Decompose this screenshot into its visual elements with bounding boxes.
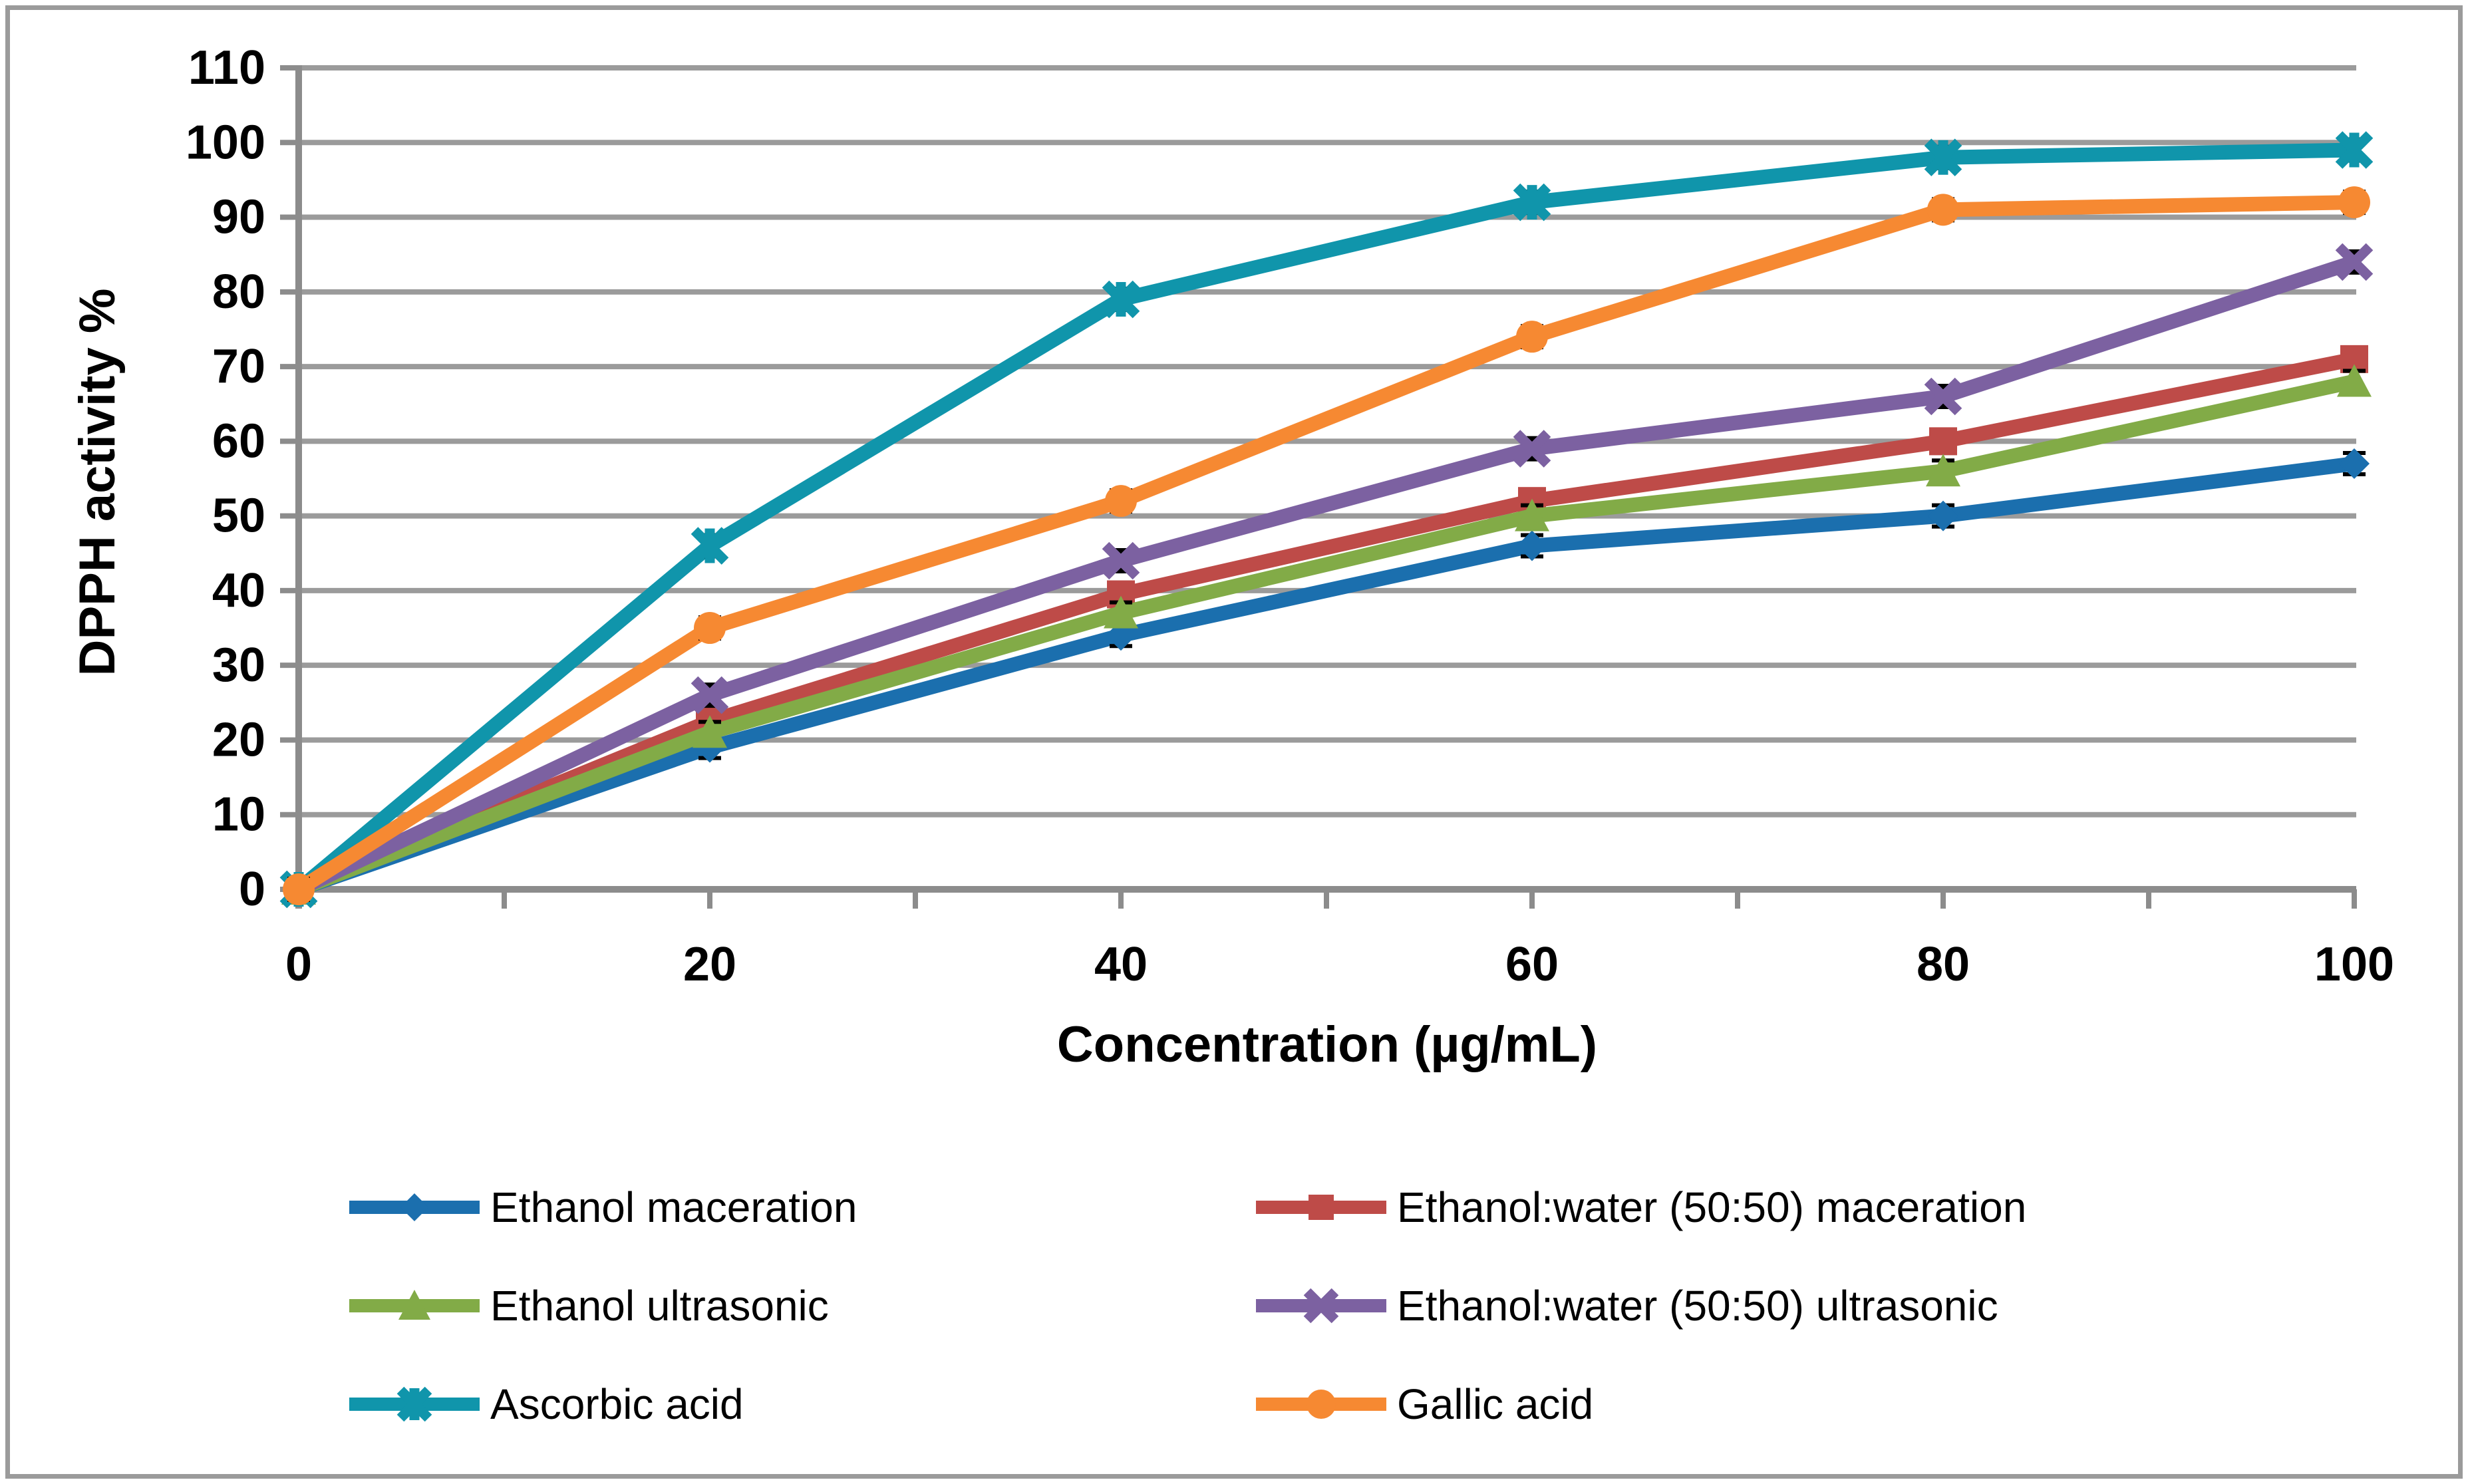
series-line-ethanol-maceration bbox=[296, 456, 2356, 897]
series-ethanol-water-50-50-ultrasonic bbox=[279, 243, 2374, 909]
series-line-ethanol-ultrasonic bbox=[296, 374, 2356, 897]
legend-marker-gallic-acid bbox=[1256, 1390, 1386, 1419]
legend-marker-ascorbic-acid bbox=[349, 1386, 480, 1422]
series-ethanol-water-50-50-maceration bbox=[285, 345, 2368, 903]
data-point-marker bbox=[1928, 500, 1958, 531]
y-tick-label: 110 bbox=[188, 41, 265, 94]
data-point-marker bbox=[2338, 186, 2370, 219]
data-point-marker bbox=[283, 873, 315, 905]
legend-item: Ethanol:water (50:50) maceration bbox=[1255, 1167, 2026, 1247]
data-point-marker bbox=[691, 527, 729, 565]
legend-label: Ascorbic acid bbox=[490, 1380, 744, 1428]
y-tick-label: 50 bbox=[212, 490, 265, 543]
data-point-marker bbox=[1924, 138, 1962, 177]
y-tick-label: 60 bbox=[212, 414, 265, 468]
legend-item: Ethanol:water (50:50) ultrasonic bbox=[1255, 1266, 1998, 1346]
series-gallic-acid bbox=[283, 186, 2370, 905]
data-point-marker bbox=[2337, 364, 2372, 397]
x-axis-title: Concentration (µg/mL) bbox=[1057, 1016, 1597, 1073]
legend-item: Ethanol maceration bbox=[348, 1167, 857, 1247]
x-tick-label: 100 bbox=[2314, 938, 2394, 991]
data-point-marker bbox=[1102, 541, 1140, 580]
figure-border bbox=[5, 5, 2463, 1479]
y-tick-label: 80 bbox=[212, 265, 265, 319]
data-point-marker bbox=[1513, 430, 1551, 468]
y-tick-label: 90 bbox=[212, 191, 265, 244]
legend-marker-ethanol-water-maceration bbox=[1256, 1195, 1386, 1220]
y-tick-label: 40 bbox=[212, 564, 265, 617]
x-tick-label: 40 bbox=[1094, 938, 1148, 991]
data-point-marker bbox=[2339, 448, 2370, 480]
axis-tick-labels: 0 10 20 30 40 50 60 70 80 90 100 110 0 20 40 60 80 100 bbox=[186, 41, 2394, 991]
y-axis-title: DPPH activity % bbox=[69, 289, 126, 676]
x-tick-label: 60 bbox=[1505, 938, 1559, 991]
data-point-marker bbox=[1102, 280, 1140, 319]
plot-gridlines bbox=[299, 65, 2356, 817]
x-tick-label: 0 bbox=[285, 938, 312, 991]
data-point-marker bbox=[1926, 454, 1960, 487]
legend-marker-ethanol-ultrasonic bbox=[349, 1290, 480, 1320]
data-point-marker bbox=[1516, 321, 1548, 353]
y-tick-label: 70 bbox=[212, 340, 265, 393]
y-tick-label: 20 bbox=[212, 713, 265, 766]
legend-item: Ethanol ultrasonic bbox=[348, 1266, 829, 1346]
data-point-marker bbox=[1105, 485, 1137, 518]
data-point-marker bbox=[1927, 194, 1959, 226]
data-point-marker bbox=[1513, 183, 1551, 222]
data-point-marker bbox=[694, 612, 726, 645]
legend-marker-ethanol-maceration bbox=[349, 1193, 480, 1221]
data-point-marker bbox=[1517, 530, 1547, 561]
data-point-marker bbox=[1929, 427, 1957, 456]
series-line-gallic-acid bbox=[295, 195, 2355, 896]
series-line-ascorbic-acid bbox=[293, 142, 2355, 895]
legend-label: Ethanol ultrasonic bbox=[490, 1282, 829, 1330]
y-tick-label: 30 bbox=[212, 639, 265, 692]
data-point-marker bbox=[1104, 595, 1138, 629]
legend-marker-ethanol-water-ultrasonic bbox=[1256, 1288, 1386, 1324]
data-point-marker bbox=[691, 676, 729, 714]
data-point-marker bbox=[1924, 377, 1962, 416]
series-line-ethanol-water-50-50-maceration bbox=[295, 352, 2356, 897]
x-tick-label: 20 bbox=[683, 938, 736, 991]
y-tick-label: 100 bbox=[186, 116, 265, 169]
series-line-ethanol-water-50-50-ultrasonic bbox=[295, 255, 2357, 896]
legend-label: Ethanol:water (50:50) maceration bbox=[1397, 1183, 2027, 1231]
legend-item: Ascorbic acid bbox=[348, 1364, 744, 1444]
legend-label: Ethanol maceration bbox=[490, 1183, 857, 1231]
y-tick-label: 10 bbox=[212, 788, 265, 841]
data-point-marker bbox=[1515, 498, 1549, 531]
x-tick-label: 80 bbox=[1917, 938, 1970, 991]
plot-series bbox=[279, 131, 2374, 909]
legend-label: Gallic acid bbox=[1397, 1380, 1594, 1428]
data-point-marker bbox=[2335, 131, 2374, 169]
y-tick-label: 0 bbox=[239, 863, 265, 916]
data-point-marker bbox=[693, 715, 727, 748]
legend-label: Ethanol:water (50:50) ultrasonic bbox=[1397, 1282, 1998, 1330]
legend-item: Gallic acid bbox=[1255, 1364, 1593, 1444]
data-point-marker bbox=[2335, 243, 2374, 281]
